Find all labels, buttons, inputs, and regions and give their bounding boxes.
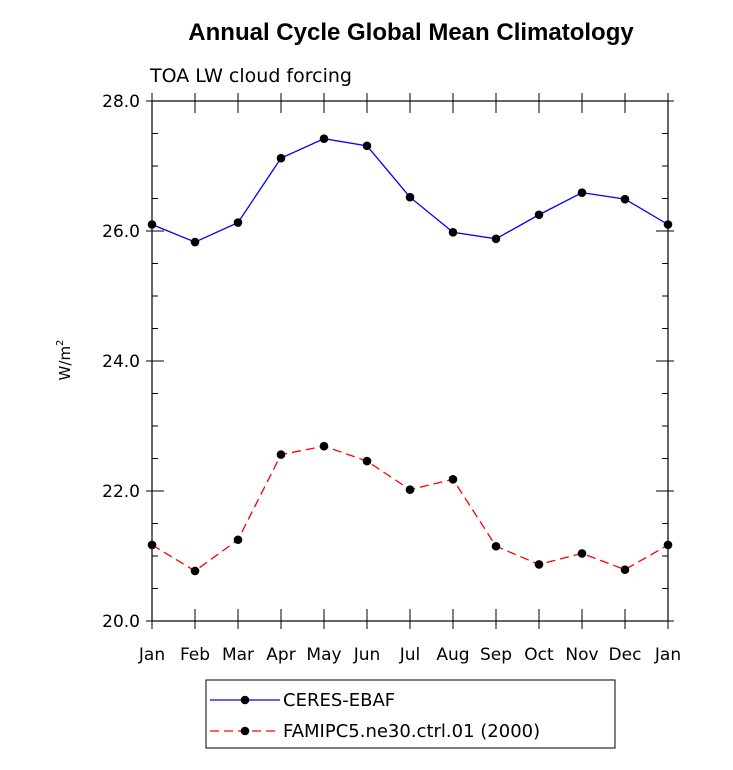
x-tick-label: Sep (480, 645, 512, 665)
series-2-point (577, 549, 587, 558)
x-tick-label: Jun (353, 645, 381, 665)
series-1-point (663, 220, 673, 229)
legend-label-1: CERES-EBAF (283, 690, 395, 711)
series-1-point (362, 141, 372, 151)
x-tick-label: May (306, 645, 341, 665)
series-2-point (233, 535, 243, 545)
series-1-point (190, 237, 200, 247)
series-points (147, 134, 673, 576)
x-tick-label: Jan (654, 645, 681, 665)
legend: CERES-EBAF FAMIPC5.ne30.ctrl.01 (2000) (205, 679, 616, 749)
series-2-point (405, 485, 415, 495)
chart-title: Annual Cycle Global Mean Climatology (188, 19, 634, 46)
legend-swatch-marker-1 (240, 695, 250, 705)
series-line-2 (151, 445, 669, 572)
y-tick-label: 26.0 (102, 222, 140, 242)
y-tick-label: 22.0 (102, 482, 140, 502)
x-tick-label: Feb (180, 645, 210, 665)
series-2-point (190, 566, 200, 576)
series-2-point (147, 540, 157, 550)
series-1-point (276, 153, 286, 163)
x-tick-label: Nov (565, 645, 598, 665)
series-2-point (362, 456, 372, 466)
chart-subtitle: TOA LW cloud forcing (149, 65, 352, 87)
series-2-point (276, 450, 286, 459)
legend-label-2: FAMIPC5.ne30.ctrl.01 (2000) (283, 721, 540, 742)
tick-labels: 20.0 22.0 24.0 26.0 28.0 Jan Feb Mar Apr May Jun Ju… (102, 92, 681, 665)
series-2-point (663, 540, 673, 550)
series-1-point (319, 134, 329, 143)
svg-text:W/m2: W/m2 (55, 340, 74, 381)
series-line-1 (151, 138, 669, 243)
y-axis-label-text: W/m (56, 346, 74, 381)
plot-frame (151, 100, 669, 622)
legend-swatch-marker-2 (240, 726, 250, 736)
y-axis-label: W/m2 (55, 340, 74, 381)
series-1-point (491, 234, 501, 244)
series-2-point (491, 541, 501, 551)
series-1-point (620, 194, 630, 204)
x-tick-label: Oct (524, 645, 554, 665)
x-tick-label: Dec (609, 645, 642, 665)
series-1-point (147, 220, 157, 229)
series-2-point (534, 560, 544, 569)
series-1-point (534, 210, 544, 220)
x-tick-label: Jan (138, 645, 165, 665)
x-tick-label: Jul (399, 645, 421, 665)
series-1-point (448, 228, 458, 237)
y-tick-label: 28.0 (102, 92, 140, 112)
tick-marks (146, 93, 674, 629)
series-2-point (319, 441, 329, 451)
series-2-point (620, 565, 630, 574)
series-1-point (577, 188, 587, 197)
legend-entries: CERES-EBAF FAMIPC5.ne30.ctrl.01 (2000) (210, 690, 540, 742)
x-tick-label: Apr (266, 645, 295, 665)
series-1-point (233, 218, 243, 227)
y-tick-label: 20.0 (102, 612, 140, 632)
x-tick-label: Mar (222, 645, 254, 665)
legend-box (205, 679, 616, 749)
series-2-point (448, 475, 458, 484)
x-tick-label: Aug (436, 645, 469, 665)
y-tick-label: 24.0 (102, 352, 140, 372)
y-axis-label-superscript: 2 (55, 340, 66, 346)
plot-axes (151, 100, 669, 622)
series-lines (151, 138, 669, 572)
series-1-point (405, 192, 415, 202)
